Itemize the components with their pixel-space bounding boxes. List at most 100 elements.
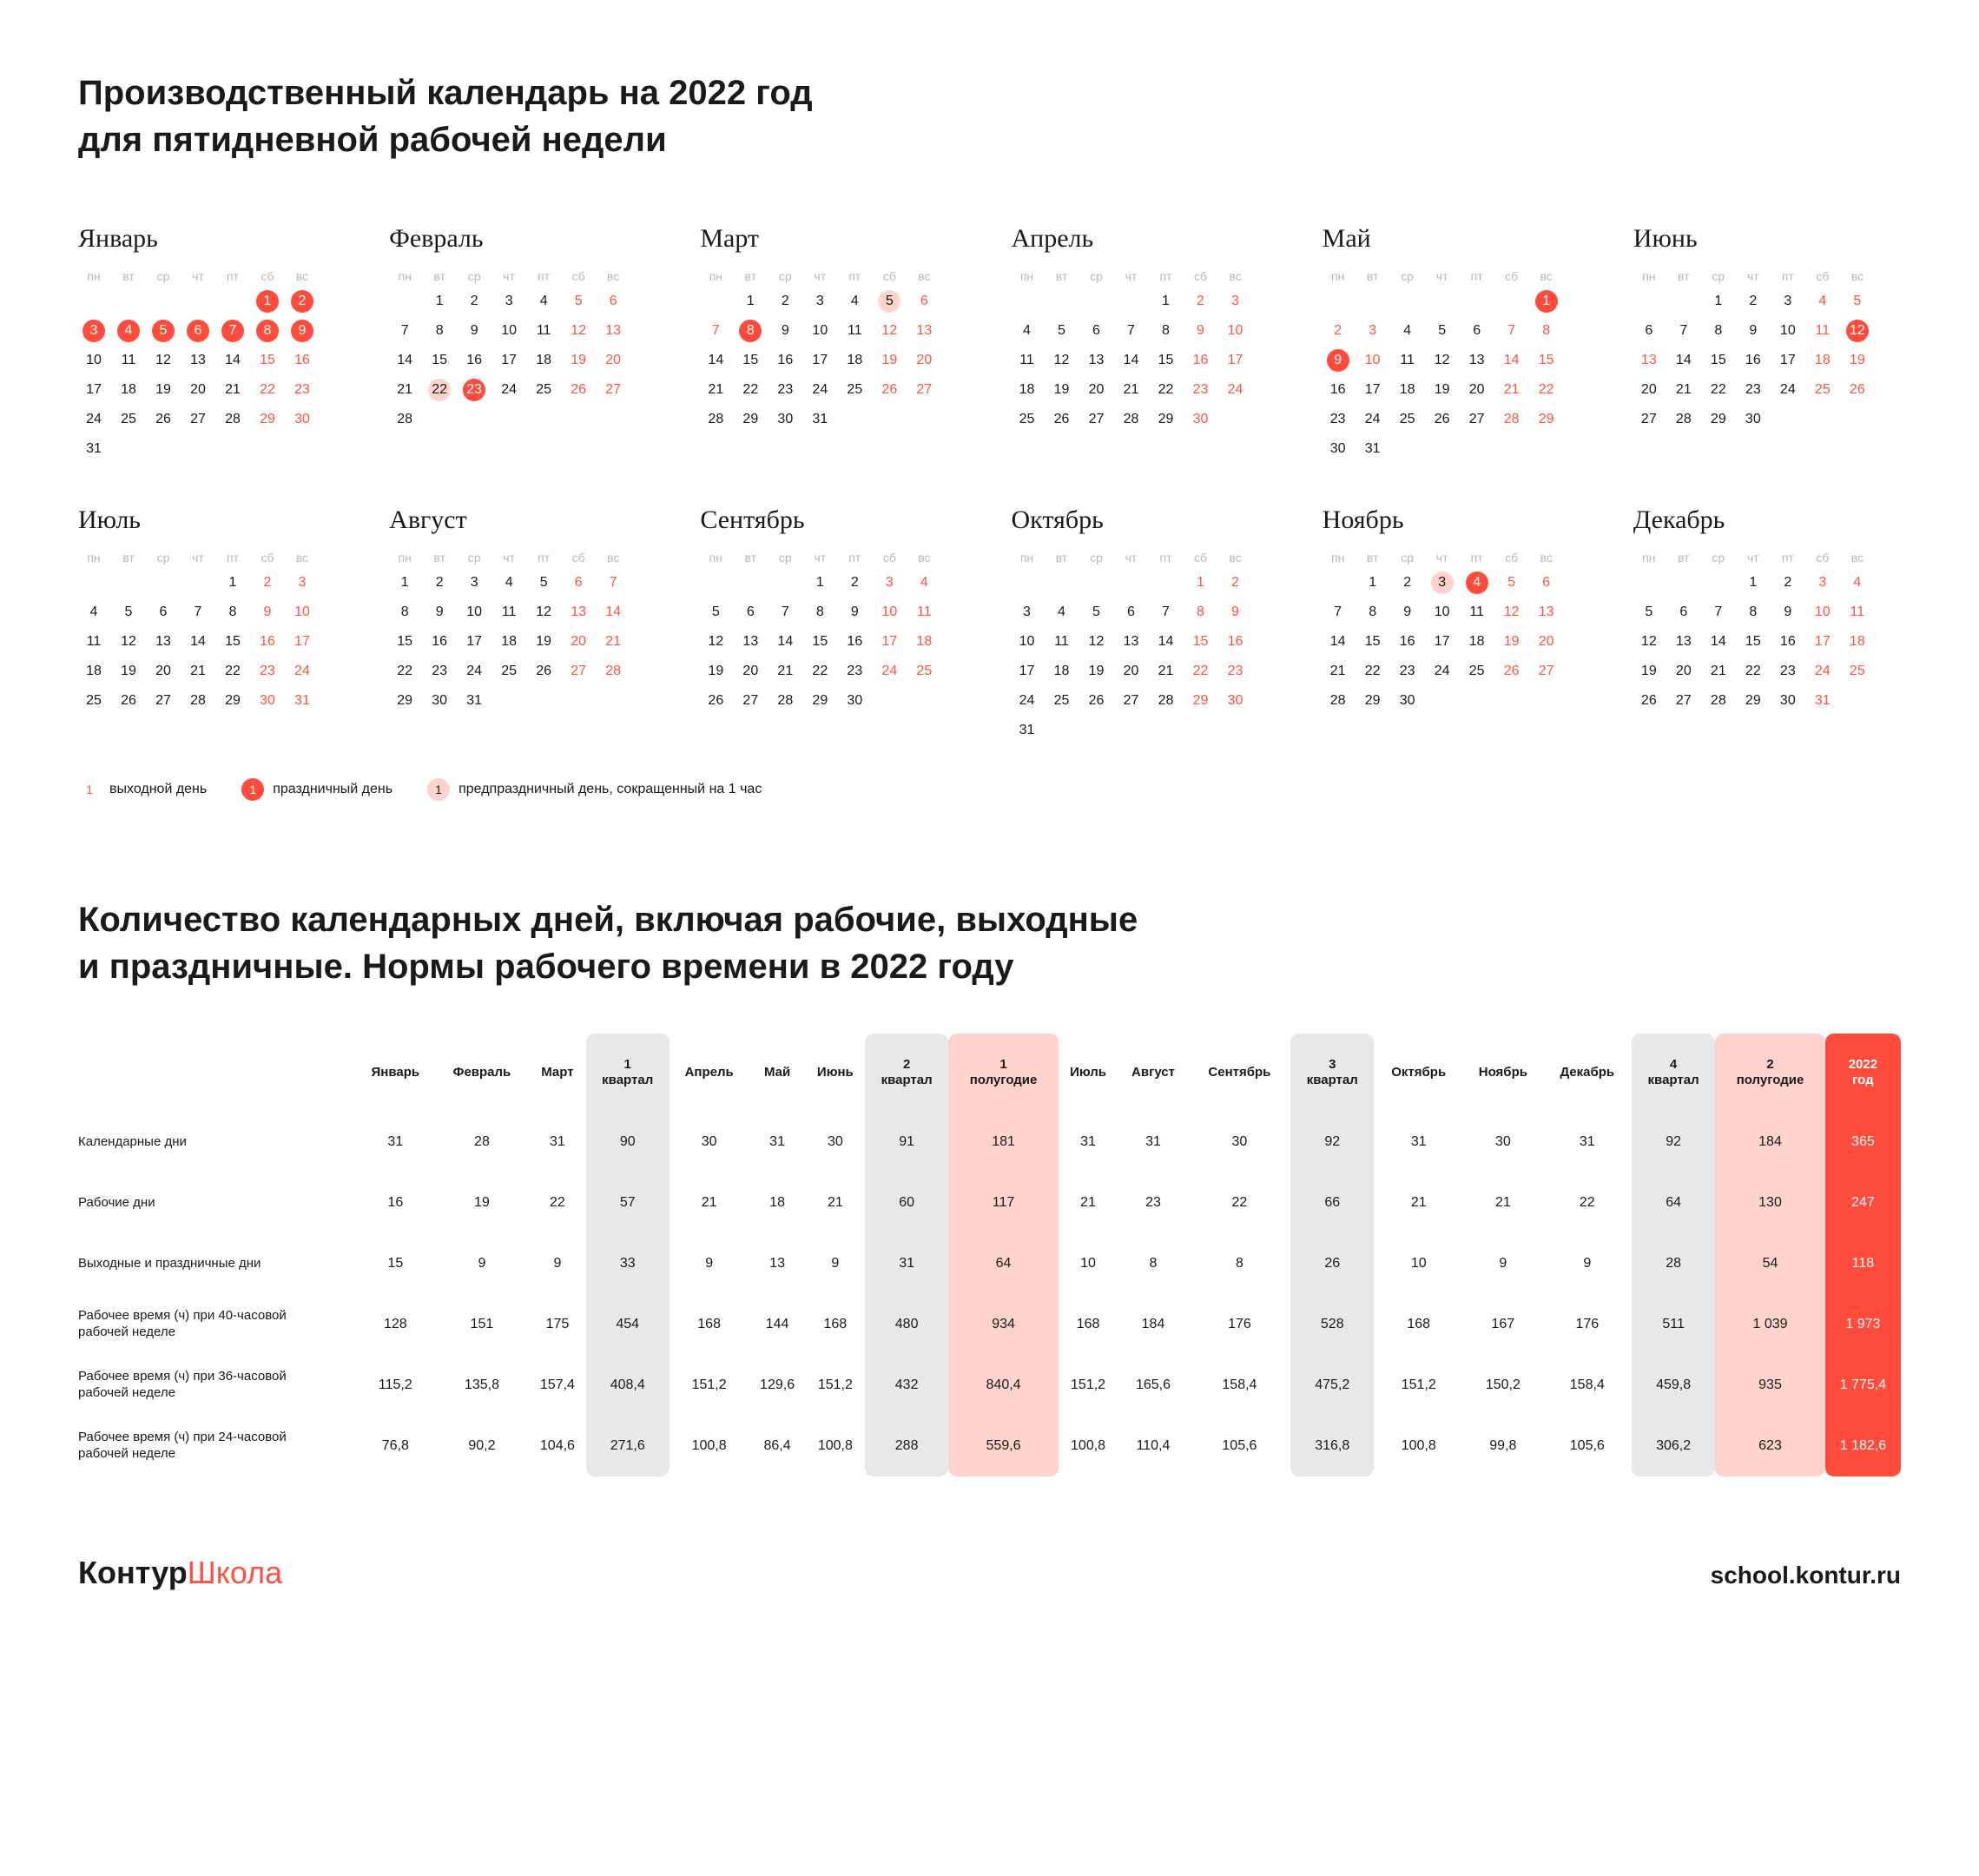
table-cell: 28 <box>1632 1233 1715 1294</box>
footer-logo: КонтурШкола <box>78 1555 282 1591</box>
day: 7 <box>1323 599 1354 625</box>
day: 15 <box>389 629 420 655</box>
day: 8 <box>389 599 420 625</box>
table-cell: 13 <box>749 1233 805 1294</box>
table-cell: 151,2 <box>1374 1355 1463 1416</box>
day: 25 <box>493 658 524 684</box>
day: 14 <box>1496 347 1527 373</box>
day: 8 <box>804 599 835 625</box>
day: 1 <box>1531 288 1562 314</box>
table-cell: 157,4 <box>529 1355 585 1416</box>
month-name: Февраль <box>389 224 656 254</box>
table-row-label: Календарные дни <box>78 1112 356 1172</box>
day: 23 <box>1323 406 1354 433</box>
table-cell: 454 <box>586 1294 670 1355</box>
day: 4 <box>1807 288 1838 314</box>
weekday-header: пн <box>78 268 109 285</box>
table-cell: 316,8 <box>1290 1416 1374 1476</box>
day: 27 <box>563 658 594 684</box>
day: 1 <box>804 570 835 596</box>
table-cell: 16 <box>356 1172 435 1233</box>
weekday-header: пт <box>1772 268 1804 285</box>
day: 26 <box>563 377 594 403</box>
day: 3 <box>1427 570 1458 596</box>
day: 2 <box>1323 318 1354 344</box>
day: 28 <box>1496 406 1527 433</box>
day: 24 <box>1427 658 1458 684</box>
day: 13 <box>597 318 629 344</box>
day: 26 <box>1427 406 1458 433</box>
day: 4 <box>528 288 559 314</box>
day: 10 <box>804 318 835 344</box>
table-cell: 31 <box>865 1233 948 1294</box>
weekday-header: ср <box>1392 268 1423 285</box>
day: 13 <box>908 318 940 344</box>
day: 1 <box>389 570 420 596</box>
month-name: Декабрь <box>1633 505 1901 535</box>
weekday-header: вс <box>1219 549 1250 566</box>
weekday-header: пт <box>528 268 559 285</box>
day: 20 <box>597 347 629 373</box>
table-cell: 559,6 <box>948 1416 1059 1476</box>
weekday-header: вс <box>597 549 629 566</box>
day: 16 <box>1392 629 1423 655</box>
day: 4 <box>908 570 940 596</box>
table-cell: 30 <box>670 1112 749 1172</box>
weekday-header: пт <box>1461 549 1493 566</box>
day: 28 <box>182 688 214 714</box>
weekday-header: чт <box>1738 549 1769 566</box>
table-cell: 475,2 <box>1290 1355 1374 1416</box>
day: 19 <box>1496 629 1527 655</box>
table-cell: 175 <box>529 1294 585 1355</box>
table-cell: 99,8 <box>1463 1416 1543 1476</box>
table-cell: 151 <box>435 1294 530 1355</box>
day: 9 <box>458 318 490 344</box>
day: 18 <box>493 629 524 655</box>
day: 6 <box>182 318 214 344</box>
day: 14 <box>700 347 731 373</box>
day: 21 <box>1496 377 1527 403</box>
day: 10 <box>1357 347 1389 373</box>
day: 14 <box>1668 347 1699 373</box>
day: 3 <box>1807 570 1838 596</box>
day: 2 <box>839 570 870 596</box>
day: 3 <box>1772 288 1804 314</box>
day: 23 <box>769 377 801 403</box>
day: 15 <box>804 629 835 655</box>
day: 22 <box>1531 377 1562 403</box>
day: 5 <box>528 570 559 596</box>
day: 4 <box>1842 570 1873 596</box>
day: 8 <box>735 318 766 344</box>
day: 16 <box>1772 629 1804 655</box>
day: 21 <box>1668 377 1699 403</box>
day: 14 <box>217 347 248 373</box>
day-grid: пнвтсрчтптсбвс12345678910111213141516171… <box>1633 268 1901 433</box>
weekday-header: вс <box>1842 549 1873 566</box>
day: 28 <box>597 658 629 684</box>
weekday-header: сб <box>1184 549 1216 566</box>
day: 7 <box>217 318 248 344</box>
day: 12 <box>1427 347 1458 373</box>
day: 28 <box>1703 688 1734 714</box>
day: 20 <box>1633 377 1665 403</box>
day: 26 <box>874 377 905 403</box>
table-cell: 100,8 <box>1059 1416 1118 1476</box>
weekday-header: вт <box>735 268 766 285</box>
day: 18 <box>1842 629 1873 655</box>
weekday-header: пт <box>1150 549 1181 566</box>
day: 9 <box>839 599 870 625</box>
month: Апрельпнвтсрчтптсбвс12345678910111213141… <box>1011 224 1278 462</box>
day: 25 <box>908 658 940 684</box>
day: 17 <box>804 347 835 373</box>
day: 2 <box>1219 570 1250 596</box>
table-cell: 21 <box>1463 1172 1543 1233</box>
day: 23 <box>1772 658 1804 684</box>
table-cell: 118 <box>1825 1233 1901 1294</box>
table-col-header: Январь <box>356 1034 435 1112</box>
weekday-header: пн <box>1323 549 1354 566</box>
table-cell: 104,6 <box>529 1416 585 1476</box>
day: 28 <box>700 406 731 433</box>
day: 31 <box>1357 436 1389 462</box>
table-cell: 8 <box>1118 1233 1188 1294</box>
table-cell: 184 <box>1715 1112 1825 1172</box>
